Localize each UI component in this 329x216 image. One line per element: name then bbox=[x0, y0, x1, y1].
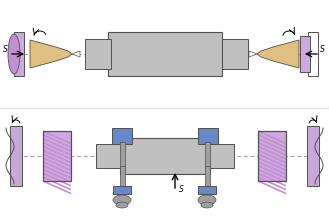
Bar bbox=[10, 126, 22, 186]
Bar bbox=[205, 142, 210, 168]
Bar bbox=[85, 39, 111, 69]
Bar bbox=[108, 32, 222, 76]
Polygon shape bbox=[72, 51, 80, 57]
Bar bbox=[198, 186, 216, 194]
Bar bbox=[205, 166, 210, 188]
Bar bbox=[43, 131, 71, 181]
Bar bbox=[112, 128, 132, 144]
Ellipse shape bbox=[198, 195, 216, 205]
Bar bbox=[198, 128, 218, 144]
Bar bbox=[222, 39, 248, 69]
Ellipse shape bbox=[116, 202, 128, 208]
Polygon shape bbox=[249, 51, 257, 57]
Bar bbox=[307, 126, 319, 186]
Ellipse shape bbox=[8, 34, 20, 74]
Text: S: S bbox=[320, 45, 325, 54]
Bar bbox=[120, 142, 125, 168]
Bar bbox=[300, 36, 310, 72]
Bar bbox=[308, 32, 318, 76]
Bar bbox=[207, 144, 234, 168]
Polygon shape bbox=[257, 40, 299, 68]
Bar bbox=[14, 32, 24, 76]
Ellipse shape bbox=[201, 202, 213, 208]
Bar bbox=[258, 131, 286, 181]
Bar bbox=[258, 131, 286, 181]
Polygon shape bbox=[30, 40, 72, 68]
Bar bbox=[120, 138, 210, 174]
Text: S: S bbox=[3, 45, 8, 54]
Text: S: S bbox=[179, 185, 184, 194]
Bar bbox=[113, 186, 131, 194]
Bar bbox=[96, 144, 123, 168]
Ellipse shape bbox=[113, 195, 131, 205]
Bar bbox=[43, 131, 71, 181]
Bar bbox=[120, 166, 125, 188]
